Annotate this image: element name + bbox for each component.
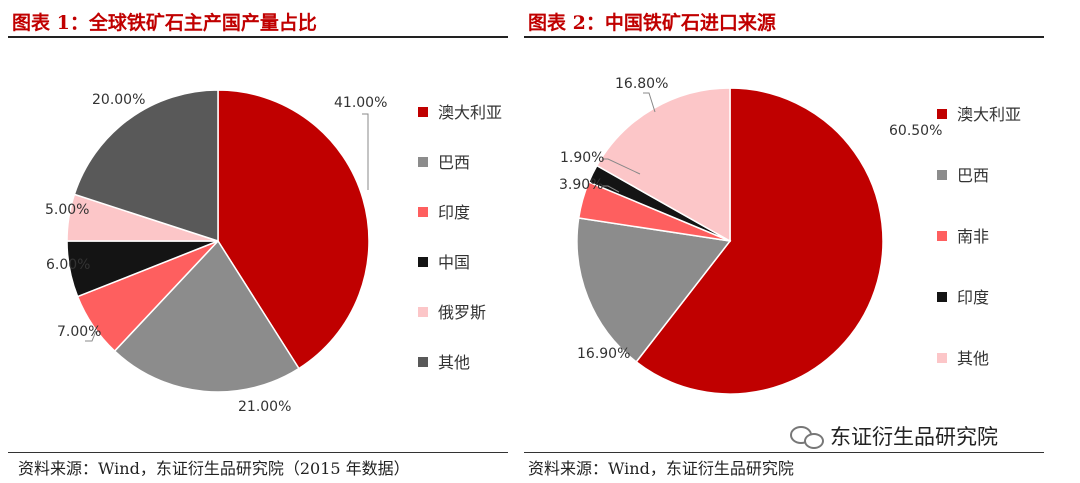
chart2-title: 图表 2：中国铁矿石进口来源: [528, 12, 776, 34]
data-label-澳大利亚: 60.50%: [889, 123, 942, 139]
legend-label-其他: 其他: [438, 353, 470, 372]
legend-swatch-其他: [937, 353, 947, 363]
data-label-南非: 3.90%: [559, 177, 603, 193]
data-label-巴西: 16.90%: [577, 346, 630, 362]
data-label-澳大利亚: 41.00%: [334, 95, 387, 111]
legend-swatch-俄罗斯: [418, 307, 428, 317]
legend-swatch-澳大利亚: [418, 107, 428, 117]
pie-slice-其他: [73, 89, 219, 243]
pie-slice-其他: [595, 87, 731, 243]
data-label-印度: 1.90%: [560, 150, 604, 166]
pie-slice-澳大利亚: [635, 87, 884, 395]
chart2-title-rule: [524, 36, 1044, 38]
chart1-title-rule: [8, 36, 508, 38]
legend-label-中国: 中国: [438, 253, 470, 272]
chart1-source: 资料来源：Wind，东证衍生品研究院（2015 年数据）: [18, 459, 410, 478]
chart1-title: 图表 1：全球铁矿石主产国产量占比: [12, 12, 317, 34]
legend-swatch-印度: [937, 292, 947, 302]
chart2-source: 资料来源：Wind，东证衍生品研究院: [528, 459, 794, 478]
leader-line-其他: [643, 92, 656, 113]
legend-swatch-巴西: [418, 157, 428, 167]
watermark: 东证衍生品研究院: [790, 421, 998, 451]
legend-swatch-中国: [418, 257, 428, 267]
data-label-巴西: 21.00%: [238, 399, 291, 415]
data-label-俄罗斯: 5.00%: [45, 202, 89, 218]
wechat-icon: [790, 424, 824, 449]
chart1-pie: 41.00% 21.00% 7.00% 6.00% 5.00% 20.00% 澳大利亚巴西印…: [45, 89, 502, 415]
pie-slice-巴西: [576, 217, 732, 363]
pie-slice-澳大利亚: [217, 89, 370, 370]
legend-label-俄罗斯: 俄罗斯: [438, 303, 486, 322]
legend-swatch-印度: [418, 207, 428, 217]
pie-slice-巴西: [113, 239, 300, 393]
data-label-其他: 16.80%: [615, 76, 668, 92]
legend-label-印度: 印度: [438, 203, 470, 222]
leader-line-南非: [602, 185, 620, 193]
legend-label-印度: 印度: [957, 288, 989, 307]
watermark-text: 东证衍生品研究院: [830, 425, 998, 449]
legend-swatch-澳大利亚: [937, 109, 947, 119]
legend-swatch-其他: [418, 357, 428, 367]
legend-label-澳大利亚: 澳大利亚: [957, 105, 1021, 124]
legend-label-巴西: 巴西: [438, 153, 470, 172]
legend-label-南非: 南非: [957, 227, 989, 246]
data-label-中国: 6.00%: [46, 257, 90, 273]
leader-line-印度: [602, 158, 641, 175]
leader-line-澳大利亚: [362, 113, 369, 190]
legend-label-其他: 其他: [957, 349, 989, 368]
leader-line-印度: [85, 330, 97, 342]
data-label-印度: 7.00%: [57, 324, 101, 340]
chart2-source-rule: [524, 452, 1044, 453]
legend-label-澳大利亚: 澳大利亚: [438, 103, 502, 122]
chart1-source-rule: [8, 452, 508, 453]
legend-swatch-巴西: [937, 170, 947, 180]
legend-swatch-南非: [937, 231, 947, 241]
legend-label-巴西: 巴西: [957, 166, 989, 185]
data-label-其他: 20.00%: [92, 92, 145, 108]
